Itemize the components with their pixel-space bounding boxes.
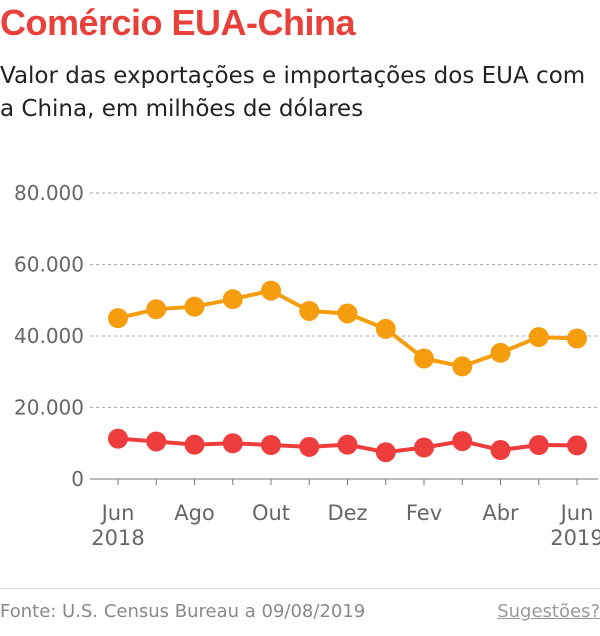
grid-lines (90, 192, 598, 408)
y-tick-label: 20.000 (14, 396, 84, 420)
x-tick-label: Jun (559, 501, 594, 525)
y-tick-label: 40.000 (14, 324, 84, 348)
data-point (567, 435, 587, 456)
data-point (414, 348, 434, 369)
source-note: Fonte: U.S. Census Bureau a 09/08/2019 (0, 601, 366, 622)
x-tick-label: Ago (174, 501, 215, 525)
data-point (222, 433, 243, 454)
data-point (184, 434, 205, 455)
data-point (528, 327, 549, 348)
series-0 (108, 280, 587, 377)
x-tick-label: Fev (406, 501, 442, 525)
x-tick-label: Abr (482, 501, 519, 525)
y-tick-label: 60.000 (14, 253, 84, 277)
data-point (414, 437, 434, 458)
data-point (452, 431, 473, 452)
chart-subtitle: Valor das exportações e importações dos … (0, 63, 586, 122)
data-point (299, 300, 320, 321)
suggestions-link[interactable]: Sugestões? (497, 601, 600, 622)
data-point (108, 308, 128, 329)
data-point (375, 442, 396, 463)
data-point (375, 318, 396, 339)
data-point (567, 328, 587, 349)
data-point (261, 435, 281, 456)
data-point (184, 296, 205, 317)
data-point (261, 280, 281, 301)
data-point (452, 356, 473, 377)
y-tick-label: 80.000 (14, 181, 84, 205)
series-1 (108, 428, 587, 463)
x-tick-label: Dez (327, 501, 367, 525)
x-tick-label: 2018 (91, 526, 144, 550)
data-point (222, 289, 243, 310)
chart-title: Comércio EUA-China (0, 2, 356, 43)
x-tick-label: Jun (100, 501, 135, 525)
y-tick-label: 0 (71, 467, 84, 491)
series-group (108, 280, 587, 463)
footer-divider (0, 588, 600, 589)
data-point (146, 431, 167, 452)
x-tick-label: Out (252, 501, 290, 525)
data-point (146, 299, 167, 320)
data-point (528, 435, 549, 456)
y-axis-tick-labels: 0 20.000 40.000 60.000 80.000 (14, 181, 84, 491)
data-point (337, 434, 358, 455)
data-point (490, 342, 511, 363)
x-tick-label: 2019 (550, 526, 600, 550)
data-point (337, 303, 358, 324)
x-axis (90, 478, 598, 485)
data-point (490, 440, 511, 461)
data-point (108, 428, 128, 449)
data-point (299, 436, 320, 457)
